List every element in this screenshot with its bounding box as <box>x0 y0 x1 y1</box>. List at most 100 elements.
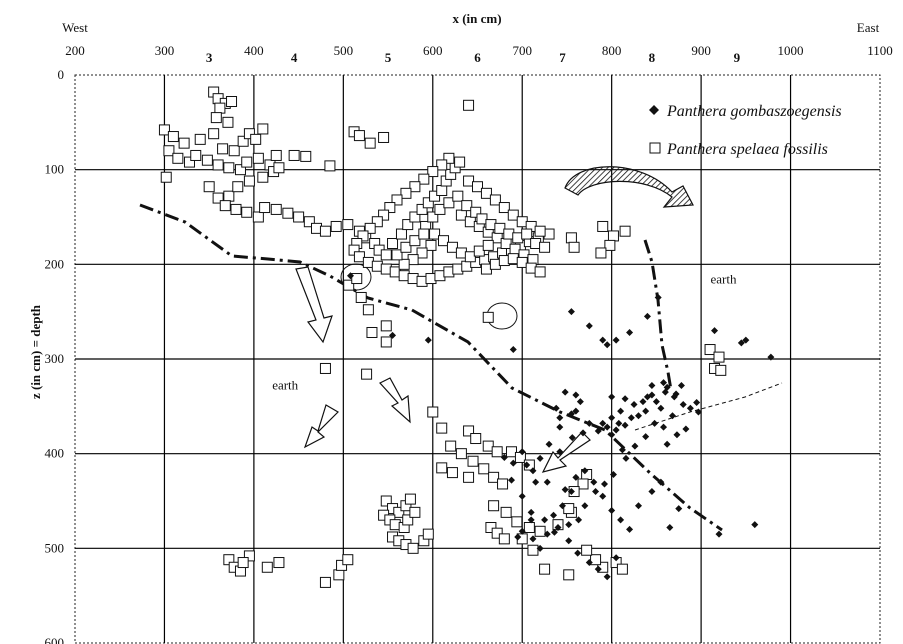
diamond-point <box>751 521 759 529</box>
diamond-point <box>523 461 531 469</box>
x-axis-label: x (in cm) <box>452 11 501 26</box>
y-tick-label: 200 <box>45 256 65 271</box>
diamond-point <box>514 533 522 541</box>
square-point <box>343 279 355 291</box>
earth-annotation: earth <box>710 271 736 286</box>
square-point <box>333 569 345 581</box>
diamond-point <box>686 404 694 412</box>
diamond-point <box>643 312 651 320</box>
series-spelaea-points <box>158 86 727 588</box>
square-point <box>371 216 383 228</box>
y-tick-label: 0 <box>58 67 65 82</box>
diamond-point <box>603 341 611 349</box>
square-point <box>241 206 253 218</box>
diamond-point <box>545 440 553 448</box>
square-point <box>472 181 483 193</box>
legend-square-marker <box>649 142 661 154</box>
diamond-point <box>622 454 630 462</box>
square-point <box>270 203 282 215</box>
diamond-point <box>639 398 647 406</box>
section-label: 9 <box>734 50 741 65</box>
square-point <box>364 137 376 149</box>
arrow-icon <box>541 431 591 473</box>
x-axis-east-label: East <box>857 20 880 35</box>
square-point <box>516 256 528 268</box>
diamond-point <box>635 412 642 420</box>
square-point <box>226 96 238 108</box>
square-point <box>563 503 575 515</box>
square-point <box>409 506 421 518</box>
legend-diamond-marker <box>649 105 659 115</box>
x-tick-label: 800 <box>602 43 622 58</box>
square-point <box>201 154 213 166</box>
diamond-point <box>575 516 583 524</box>
diamond-point <box>608 414 616 422</box>
square-point <box>507 209 519 221</box>
square-point <box>416 247 428 259</box>
square-point <box>404 493 416 505</box>
square-point <box>436 422 448 434</box>
diamond-point <box>579 429 587 437</box>
arrow-icon <box>295 266 333 344</box>
diamond-point <box>608 431 616 439</box>
diamond-point <box>592 488 600 496</box>
diamond-point <box>594 427 602 435</box>
diamond-point <box>550 528 558 536</box>
diamond-point <box>663 383 671 391</box>
diamond-point <box>621 395 629 403</box>
diamond-point <box>677 382 685 390</box>
arrow-icon <box>379 377 411 424</box>
square-point <box>364 222 376 234</box>
diamond-point <box>536 544 544 552</box>
diamond-point <box>574 549 582 557</box>
square-point <box>488 500 500 512</box>
square-point <box>380 336 392 348</box>
square-point <box>427 166 439 178</box>
square-point <box>521 228 533 240</box>
square-point <box>384 202 396 214</box>
diamond-point <box>612 336 620 344</box>
square-point <box>436 462 448 474</box>
square-point <box>577 478 589 490</box>
diamond-point <box>603 573 611 581</box>
square-point <box>252 211 264 223</box>
diamond-point <box>585 559 593 567</box>
square-point <box>597 220 609 232</box>
square-point <box>212 192 224 204</box>
thin-dashed-line <box>634 382 783 431</box>
diamond-point <box>509 346 517 354</box>
square-point <box>319 225 331 237</box>
diamond-point <box>599 419 607 427</box>
square-point <box>455 448 467 460</box>
square-point <box>214 102 226 114</box>
diamond-point <box>630 400 638 408</box>
square-point <box>480 187 492 199</box>
square-point <box>478 463 490 475</box>
square-point <box>523 522 535 534</box>
y-tick-labels: 0 100 200 300 400 500 600 <box>45 67 65 644</box>
square-point <box>210 112 222 124</box>
diamond-point <box>694 408 702 416</box>
diamond-point <box>652 398 660 406</box>
square-point <box>427 406 439 418</box>
diamond-point <box>552 404 560 412</box>
square-point <box>494 222 506 234</box>
square-point <box>473 245 485 257</box>
square-point <box>418 173 430 185</box>
section-label: 4 <box>291 50 298 65</box>
x-axis-west-label: West <box>62 20 88 35</box>
square-point <box>454 156 466 168</box>
earth-annotation: earth <box>272 377 298 392</box>
square-point <box>273 557 285 569</box>
diamond-point <box>621 421 629 429</box>
square-point <box>380 249 392 261</box>
square-point <box>273 162 285 174</box>
diamond-point <box>609 470 617 478</box>
section-labels: 3 4 5 6 7 8 9 <box>206 50 741 65</box>
square-point <box>482 239 494 251</box>
square-point <box>489 194 501 206</box>
diamond-point <box>518 492 526 500</box>
diamond-point <box>567 308 575 316</box>
square-point <box>402 514 414 526</box>
legend: Panthera gombaszoegensis Panthera spelae… <box>649 103 842 158</box>
